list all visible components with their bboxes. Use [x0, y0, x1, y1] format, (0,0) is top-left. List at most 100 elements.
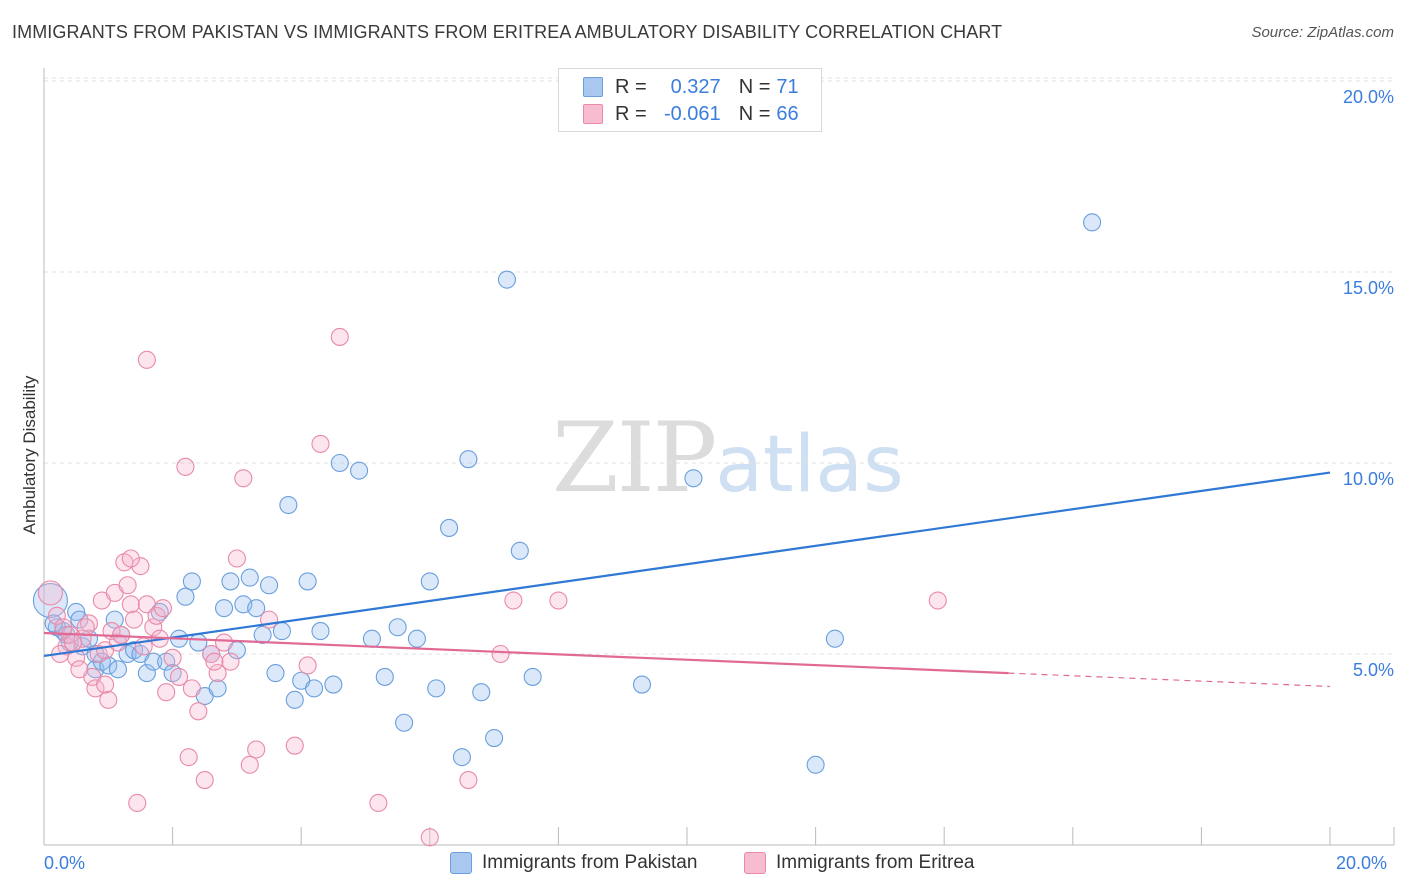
pakistan-point	[497, 270, 517, 289]
legend-row-pakistan: R = 0.327 N = 71	[583, 73, 799, 101]
eritrea-point	[247, 740, 266, 759]
eritrea-point	[131, 557, 150, 576]
eritrea-point	[504, 591, 523, 610]
pakistan-point	[108, 660, 127, 679]
eritrea-point	[96, 675, 115, 694]
chart-title: IMMIGRANTS FROM PAKISTAN VS IMMIGRANTS F…	[12, 22, 1003, 42]
series-label-pakistan: Immigrants from Pakistan	[482, 852, 698, 873]
legend-swatch-eritrea	[583, 104, 603, 124]
pakistan-point	[510, 541, 529, 560]
eritrea-point	[240, 755, 259, 774]
eritrea-point	[330, 327, 349, 346]
x-tick-min: 0.0%	[44, 853, 86, 873]
eritrea-point	[214, 633, 234, 652]
pakistan-point	[144, 652, 163, 671]
pakistan-point	[632, 675, 652, 694]
eritrea-point	[176, 457, 195, 476]
pakistan-point	[806, 755, 825, 774]
pakistan-point	[523, 667, 542, 686]
pakistan-point	[176, 587, 195, 606]
eritrea-point	[221, 652, 240, 671]
watermark-zip: ZIP	[552, 402, 717, 514]
pakistan-point	[240, 568, 259, 587]
series-swatch-eritrea	[744, 852, 766, 874]
eritrea-point	[121, 595, 140, 614]
pakistan-point	[298, 572, 317, 591]
correlation-legend: R = 0.327 N = 71 R = -0.061 N = 66	[558, 68, 822, 132]
eritrea-point	[99, 690, 118, 709]
pakistan-point	[32, 582, 68, 619]
legend-n-label: N =	[738, 102, 771, 125]
x-tick-max: 20.0%	[1336, 853, 1388, 873]
pakistan-point	[247, 599, 266, 618]
eritrea-point	[459, 771, 478, 790]
eritrea-trendline-extrapolated	[1008, 672, 1331, 688]
eritrea-point	[549, 591, 568, 610]
eritrea-point	[54, 618, 73, 637]
eritrea-point	[118, 576, 137, 595]
watermark: ZIPatlas	[552, 402, 904, 514]
eritrea-point	[369, 793, 388, 813]
pakistan-point	[182, 572, 201, 591]
legend-n-value: 66	[776, 102, 799, 125]
eritrea-point	[70, 660, 89, 679]
pakistan-point	[330, 453, 349, 473]
series-legend-eritrea: Immigrants from Eritrea	[744, 852, 974, 874]
pakistan-point	[427, 679, 446, 698]
pakistan-point	[388, 618, 407, 637]
eritrea-point	[157, 683, 176, 702]
eritrea-point	[227, 549, 246, 568]
eritrea-trendline	[43, 631, 1009, 675]
legend-swatch-pakistan	[583, 77, 603, 97]
pakistan-point	[1083, 213, 1102, 232]
eritrea-point	[169, 667, 189, 686]
pakistan-point	[285, 690, 304, 709]
eritrea-point	[285, 736, 304, 755]
pakistan-point	[350, 461, 369, 480]
legend-r-value: -0.061	[663, 102, 721, 125]
pakistan-point	[407, 629, 426, 648]
pakistan-point	[70, 610, 89, 629]
pakistan-point	[266, 664, 285, 683]
eritrea-point	[195, 771, 214, 790]
eritrea-point	[121, 549, 140, 568]
eritrea-point	[86, 679, 105, 698]
pakistan-point	[362, 629, 381, 648]
eritrea-point	[163, 648, 182, 667]
eritrea-point	[208, 664, 227, 683]
eritrea-point	[137, 350, 156, 369]
pakistan-point	[311, 622, 330, 641]
series-swatch-pakistan	[450, 852, 472, 874]
pakistan-point	[452, 748, 472, 767]
pakistan-point	[395, 713, 414, 732]
pakistan-point	[420, 572, 439, 591]
pakistan-point	[825, 629, 844, 648]
eritrea-point	[234, 469, 253, 488]
eritrea-point	[144, 618, 163, 637]
eritrea-point	[420, 828, 439, 847]
pakistan-point	[214, 599, 234, 618]
eritrea-point	[124, 610, 144, 629]
legend-r-value: 0.327	[670, 75, 721, 98]
pakistan-trendline	[43, 471, 1331, 657]
eritrea-point	[153, 599, 173, 618]
series-legend-pakistan: Immigrants from Pakistan	[450, 852, 697, 874]
pakistan-point	[684, 469, 703, 488]
eritrea-point	[76, 618, 95, 637]
legend-r-label: R =	[615, 102, 647, 125]
eritrea-point	[928, 591, 947, 610]
pakistan-point	[208, 679, 227, 698]
eritrea-point	[311, 434, 330, 453]
pakistan-point	[137, 664, 156, 683]
eritrea-point	[491, 644, 510, 664]
series-label-eritrea: Immigrants from Eritrea	[776, 852, 975, 873]
eritrea-point	[128, 793, 147, 813]
y-tick-5: 5.0%	[1352, 660, 1394, 680]
pakistan-point	[305, 679, 324, 698]
legend-r-label: R =	[615, 75, 647, 98]
eritrea-point	[205, 652, 224, 671]
pakistan-point	[259, 576, 279, 595]
eritrea-point	[179, 748, 198, 767]
eritrea-point	[47, 606, 66, 625]
